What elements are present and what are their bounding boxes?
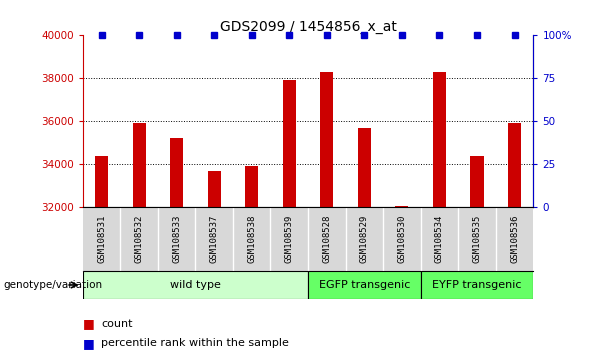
Text: wild type: wild type [170, 280, 221, 290]
Text: GSM108536: GSM108536 [510, 215, 519, 263]
Bar [358, 128, 371, 207]
Text: GSM108528: GSM108528 [322, 215, 331, 263]
Bar [421, 271, 533, 299]
Bar [470, 156, 484, 207]
Bar [132, 124, 146, 207]
Text: GSM108534: GSM108534 [435, 215, 444, 263]
Text: GSM108531: GSM108531 [97, 215, 106, 263]
Bar [208, 171, 221, 207]
Bar [320, 72, 333, 207]
Bar [170, 138, 183, 207]
Bar [95, 156, 108, 207]
Bar [433, 72, 446, 207]
Text: GSM108530: GSM108530 [397, 215, 406, 263]
Text: GSM108529: GSM108529 [360, 215, 369, 263]
Text: EYFP transgenic: EYFP transgenic [432, 280, 522, 290]
Text: GSM108533: GSM108533 [172, 215, 181, 263]
Text: GSM108538: GSM108538 [247, 215, 256, 263]
Text: GSM108532: GSM108532 [135, 215, 143, 263]
Bar [308, 271, 421, 299]
Text: count: count [101, 319, 132, 329]
Text: ■: ■ [83, 337, 94, 350]
Title: GDS2099 / 1454856_x_at: GDS2099 / 1454856_x_at [219, 21, 397, 34]
Text: genotype/variation: genotype/variation [3, 280, 102, 290]
Bar [283, 80, 296, 207]
Text: GSM108539: GSM108539 [285, 215, 294, 263]
Bar [508, 124, 521, 207]
Bar [395, 206, 408, 207]
Bar [245, 166, 258, 207]
Text: ■: ■ [83, 318, 94, 330]
Text: GSM108535: GSM108535 [473, 215, 481, 263]
Text: percentile rank within the sample: percentile rank within the sample [101, 338, 289, 348]
Bar [83, 271, 308, 299]
Text: EGFP transgenic: EGFP transgenic [319, 280, 410, 290]
Text: GSM108537: GSM108537 [210, 215, 219, 263]
